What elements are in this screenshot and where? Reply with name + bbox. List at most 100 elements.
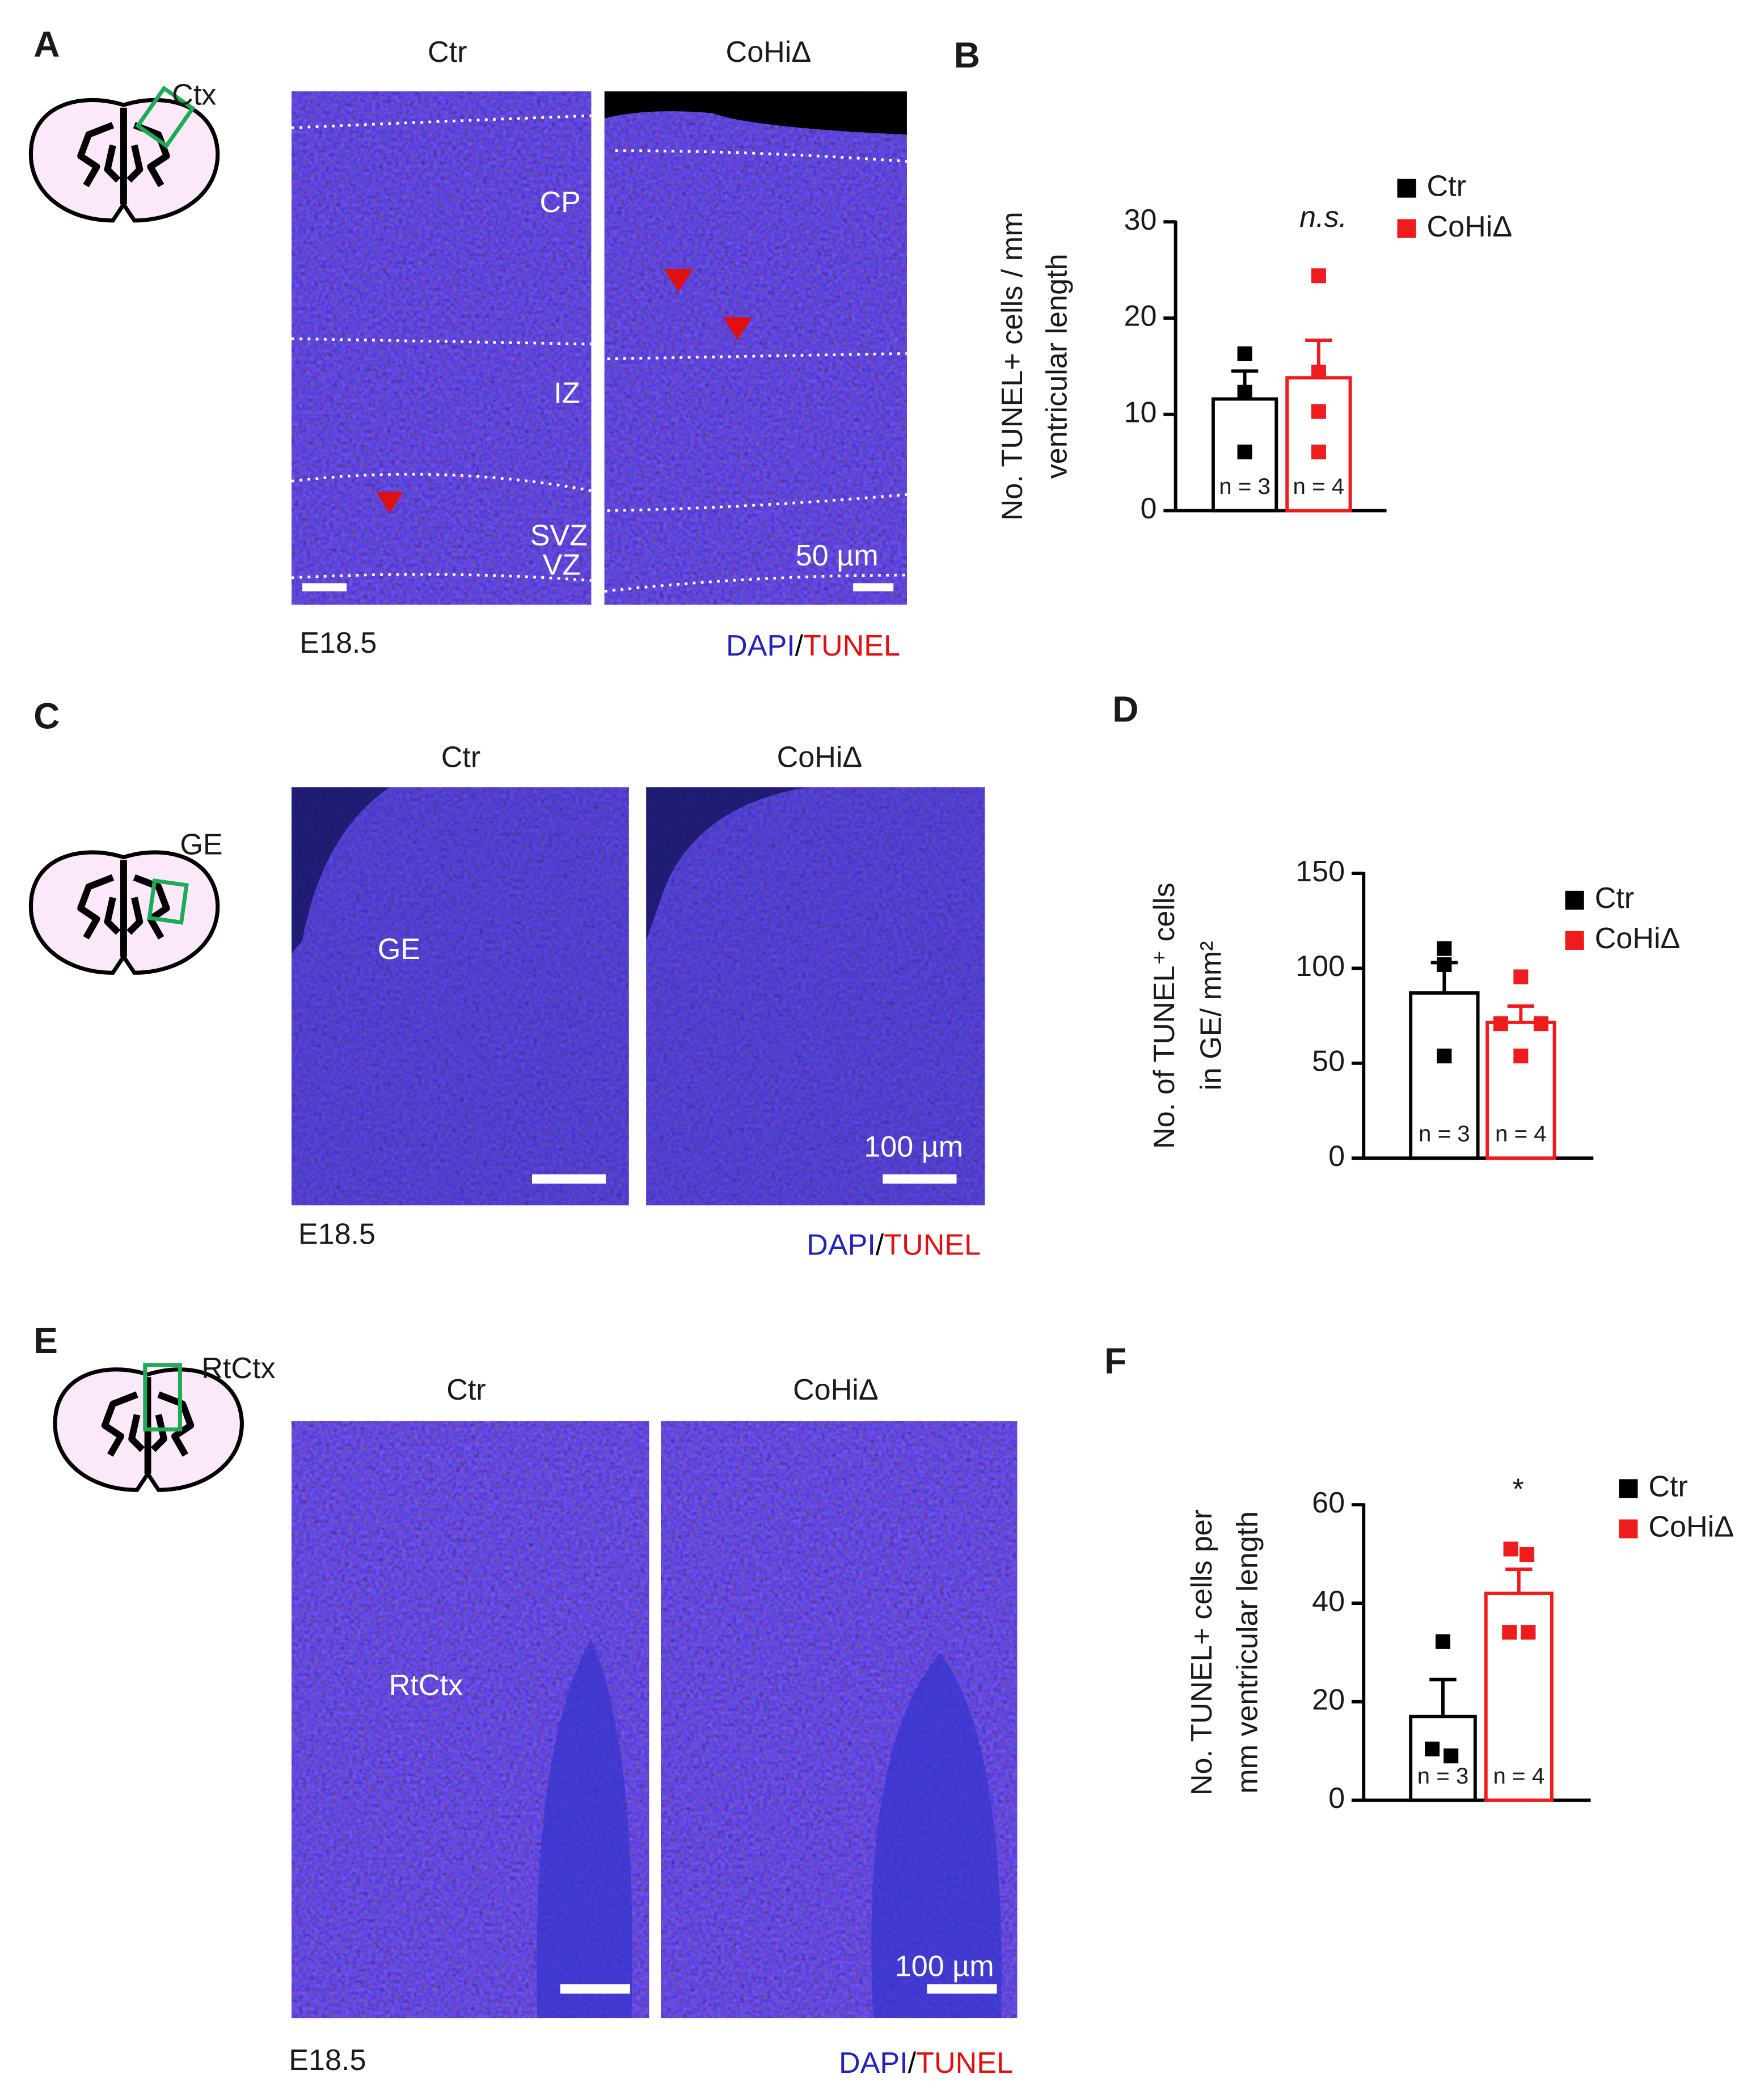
region-image-label: GE [378, 933, 420, 966]
legend-label: CoHiΔ [1648, 1511, 1734, 1544]
data-point [1437, 1049, 1452, 1064]
legend-label: Ctr [1648, 1471, 1687, 1503]
y-axis-label: No. TUNEL+ cells / mm [996, 212, 1029, 521]
legend-swatch [1619, 1519, 1638, 1539]
n-label: n = 3 [1219, 474, 1271, 499]
micrograph [604, 91, 908, 605]
legend-swatch [1565, 890, 1584, 910]
y-tick-label: 60 [1312, 1486, 1345, 1519]
layer-label: IZ [554, 377, 580, 410]
condition-title: CoHiΔ [777, 741, 863, 774]
brain-icon [55, 1363, 242, 1490]
n-label: n = 4 [1293, 474, 1345, 499]
y-tick-label: 20 [1312, 1683, 1345, 1716]
stain-label: DAPI/TUNEL [807, 1228, 981, 1261]
y-axis-label: No. of TUNEL⁺ cells [1148, 882, 1181, 1149]
panel-label: B [954, 35, 980, 75]
bar [1285, 376, 1352, 513]
bar [1484, 1591, 1554, 1802]
n-label: n = 3 [1417, 1763, 1469, 1789]
region-image-label: RtCtx [389, 1669, 463, 1702]
panel-label: C [33, 696, 60, 737]
n-label: n = 3 [1419, 1121, 1470, 1147]
micrograph [292, 1421, 649, 2018]
data-point [1311, 404, 1326, 419]
panel-label: A [33, 24, 60, 65]
data-point [1237, 444, 1252, 459]
error-bar [1505, 1567, 1533, 1594]
y-tick-label: 10 [1124, 396, 1157, 429]
panel-label: F [1104, 1340, 1126, 1381]
data-point [1311, 364, 1326, 380]
error-bar [1507, 1004, 1535, 1022]
data-point [1533, 1016, 1548, 1032]
condition-title: CoHiΔ [726, 36, 812, 69]
legend-swatch [1397, 179, 1416, 198]
condition-title: CoHiΔ [793, 1374, 879, 1406]
layer-label: CP [540, 186, 581, 219]
scale-bar-label: 50 µm [796, 539, 879, 572]
brain-icon [31, 852, 217, 973]
y-tick-label: 0 [1328, 1782, 1345, 1815]
panel-label: D [1112, 689, 1138, 730]
bar [1409, 991, 1480, 1160]
y-axis-label: ventricular length [1040, 253, 1073, 479]
brain-icon [31, 85, 217, 221]
region-label: GE [180, 828, 222, 861]
data-point [1502, 1625, 1517, 1640]
legend-swatch [1565, 931, 1584, 950]
data-point [1311, 444, 1326, 459]
scale-bar-label: 100 µm [895, 1950, 994, 1983]
data-point [1237, 384, 1252, 400]
y-tick-label: 0 [1140, 492, 1157, 525]
data-point [1503, 1541, 1518, 1557]
micrograph [646, 787, 985, 1206]
legend-label: CoHiΔ [1427, 210, 1513, 243]
layer-label: VZ [543, 549, 581, 582]
layer-label: SVZ [530, 519, 588, 552]
data-point [1437, 941, 1452, 956]
condition-title: Ctr [428, 36, 467, 69]
y-tick-label: 40 [1312, 1585, 1345, 1618]
data-point [1520, 1547, 1535, 1562]
bar [1485, 1020, 1556, 1160]
y-axis-label: No. TUNEL+ cells per [1185, 1510, 1218, 1795]
n-label: n = 4 [1493, 1763, 1544, 1789]
y-tick-label: 50 [1312, 1045, 1345, 1078]
y-tick-label: 30 [1124, 204, 1157, 236]
micrograph [661, 1421, 1018, 2018]
micrograph [292, 787, 629, 1206]
legend-swatch [1619, 1479, 1638, 1498]
stain-label: DAPI/TUNEL [726, 629, 900, 662]
legend-swatch [1397, 219, 1416, 238]
data-point [1513, 1049, 1529, 1064]
data-point [1425, 1742, 1440, 1757]
significance-label: * [1512, 1473, 1523, 1506]
region-label: RtCtx [201, 1352, 275, 1385]
stage-label: E18.5 [289, 2044, 366, 2077]
legend-label: Ctr [1595, 882, 1634, 915]
error-bar [1429, 1678, 1457, 1717]
stage-label: E18.5 [298, 1218, 375, 1250]
n-label: n = 4 [1495, 1121, 1547, 1147]
panel-label: E [33, 1320, 58, 1361]
y-tick-label: 20 [1124, 300, 1157, 333]
legend-label: Ctr [1427, 170, 1466, 203]
data-point [1237, 346, 1252, 361]
y-axis-label: in GE/ mm² [1195, 941, 1228, 1090]
condition-title: Ctr [446, 1374, 486, 1406]
data-point [1513, 969, 1529, 984]
data-point [1311, 268, 1326, 284]
bar [1409, 1714, 1477, 1802]
data-point [1444, 1748, 1459, 1764]
y-axis-label: mm ventricular length [1231, 1511, 1264, 1794]
region-label: Ctx [172, 79, 216, 112]
y-tick-label: 0 [1328, 1140, 1345, 1173]
stage-label: E18.5 [299, 627, 377, 660]
micrograph [291, 91, 592, 605]
y-tick-label: 150 [1295, 855, 1345, 888]
data-point [1437, 957, 1452, 973]
condition-title: Ctr [441, 741, 480, 774]
legend-label: CoHiΔ [1595, 922, 1681, 955]
